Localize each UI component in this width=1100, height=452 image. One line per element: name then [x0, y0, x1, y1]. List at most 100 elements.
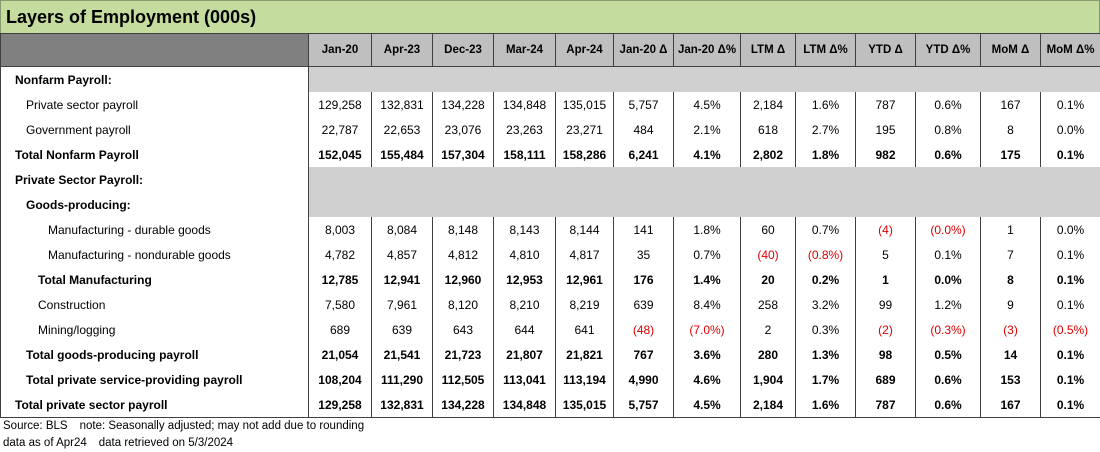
cell-value: 2.7% [795, 117, 856, 142]
cell-value: 0.8% [915, 117, 981, 142]
cell-value: 1.6% [795, 392, 856, 418]
row-label: Private sector payroll [0, 92, 309, 117]
row-label: Total goods-producing payroll [0, 342, 309, 367]
cell-value: 22,787 [308, 117, 372, 142]
cell-value: 35 [613, 242, 674, 267]
cell-value: 3.6% [673, 342, 741, 367]
table-row: Mining/logging 689 639 643 644 641 (48) (7.0%) 2… [0, 317, 1100, 342]
cell-value: 195 [855, 117, 916, 142]
table-row: Manufacturing - nondurable goods 4,782 4,8… [0, 242, 1100, 267]
cell-value: 1.8% [673, 217, 741, 242]
cell-value: 1 [855, 267, 916, 292]
cell-value: 158,111 [493, 142, 556, 167]
cell-value: 0.1% [1040, 367, 1100, 392]
cell-value: 787 [855, 92, 916, 117]
cell-value: 2,802 [740, 142, 796, 167]
cell-value: 0.1% [1040, 92, 1100, 117]
cell-value: 134,848 [493, 92, 556, 117]
cell-value: 134,848 [493, 392, 556, 418]
cell-value: 0.6% [915, 92, 981, 117]
cell-value: 129,258 [308, 92, 372, 117]
row-label: Goods-producing: [0, 192, 309, 217]
cell-value: 141 [613, 217, 674, 242]
cell-value: 2.1% [673, 117, 741, 142]
cell-value: (48) [613, 317, 674, 342]
cell-value: 787 [855, 392, 916, 418]
table-row: Total Nonfarm Payroll 152,045 155,484 157,3… [0, 142, 1100, 167]
cell-value: 23,263 [493, 117, 556, 142]
cell-value: 12,941 [371, 267, 433, 292]
cell-value: 4,810 [493, 242, 556, 267]
footer-text: data as of Apr24 [3, 437, 87, 449]
cell-value: 155,484 [371, 142, 433, 167]
table-row: Total private sector payroll 129,258 132,8… [0, 392, 1100, 418]
column-header: LTM Δ [740, 33, 796, 67]
cell-value: 280 [740, 342, 796, 367]
cell-value: 0.1% [1040, 242, 1100, 267]
cell-value: 132,831 [371, 392, 433, 418]
header-row: Jan-20 Apr-23 Dec-23 Mar-24 Apr-24 Jan-20 Δ Ja… [0, 33, 1100, 67]
table-row: Total private service-providing payroll 1… [0, 367, 1100, 392]
cell-value: 98 [855, 342, 916, 367]
cell-value: 1.7% [795, 367, 856, 392]
cell-value: 158,286 [555, 142, 614, 167]
cell-value: 643 [432, 317, 494, 342]
cell-value: 12,961 [555, 267, 614, 292]
cell-value: 5,757 [613, 392, 674, 418]
table-row: Total Manufacturing 12,785 12,941 12,960 12,… [0, 267, 1100, 292]
cell-value: 689 [308, 317, 372, 342]
cell-value: 112,505 [432, 367, 494, 392]
cell-value: 0.2% [795, 267, 856, 292]
cell-value: (0.5%) [1040, 317, 1100, 342]
header-corner [0, 33, 309, 67]
cell-value: 8,219 [555, 292, 614, 317]
cell-value: 113,194 [555, 367, 614, 392]
employment-table: Jan-20 Apr-23 Dec-23 Mar-24 Apr-24 Jan-20 Δ Ja… [0, 33, 1100, 418]
cell-value: 0.0% [1040, 117, 1100, 142]
cell-value: 0.6% [915, 392, 981, 418]
cell-value: 0.1% [1040, 142, 1100, 167]
cell-value: 1.8% [795, 142, 856, 167]
table-row: Private sector payroll 129,258 132,831 134,… [0, 92, 1100, 117]
cell-value: 2,184 [740, 392, 796, 418]
column-header: Jan-20 Δ [613, 33, 674, 67]
cell-value: 258 [740, 292, 796, 317]
cell-value: 152,045 [308, 142, 372, 167]
cell-value: 8,210 [493, 292, 556, 317]
cell-value: 9 [980, 292, 1041, 317]
cell-value: 5,757 [613, 92, 674, 117]
cell-value: 982 [855, 142, 916, 167]
cell-value: 3.2% [795, 292, 856, 317]
cell-value: 4,812 [432, 242, 494, 267]
cell-value: 8,148 [432, 217, 494, 242]
row-label: Total private sector payroll [0, 392, 309, 418]
cell-value: 6,241 [613, 142, 674, 167]
row-label: Mining/logging [0, 317, 309, 342]
cell-value: (7.0%) [673, 317, 741, 342]
table-row: Nonfarm Payroll: [0, 66, 1100, 92]
cell-value: 8,144 [555, 217, 614, 242]
cell-value: 0.1% [1040, 292, 1100, 317]
cell-value: 4,857 [371, 242, 433, 267]
cell-value: 157,304 [432, 142, 494, 167]
cell-value: 167 [980, 392, 1041, 418]
cell-value: 0.5% [915, 342, 981, 367]
cell-value: 4.5% [673, 92, 741, 117]
column-header: MoM Δ [980, 33, 1041, 67]
cell-value: 175 [980, 142, 1041, 167]
cell-value: 132,831 [371, 92, 433, 117]
cell-value: 0.7% [673, 242, 741, 267]
column-header: LTM Δ% [795, 33, 856, 67]
cell-value: 639 [371, 317, 433, 342]
cell-value: 4.1% [673, 142, 741, 167]
row-label: Nonfarm Payroll: [0, 66, 309, 92]
table-row: Goods-producing: [0, 192, 1100, 217]
column-header: Dec-23 [432, 33, 494, 67]
cell-value: 99 [855, 292, 916, 317]
title: Layers of Employment (000s) [0, 0, 1100, 33]
cell-value: 23,271 [555, 117, 614, 142]
footer-line: data as of Apr24 data retrieved on 5/3/20… [0, 435, 1100, 452]
cell-value: 1 [980, 217, 1041, 242]
footer-text: note: Seasonally adjusted; may not add d… [79, 420, 365, 432]
